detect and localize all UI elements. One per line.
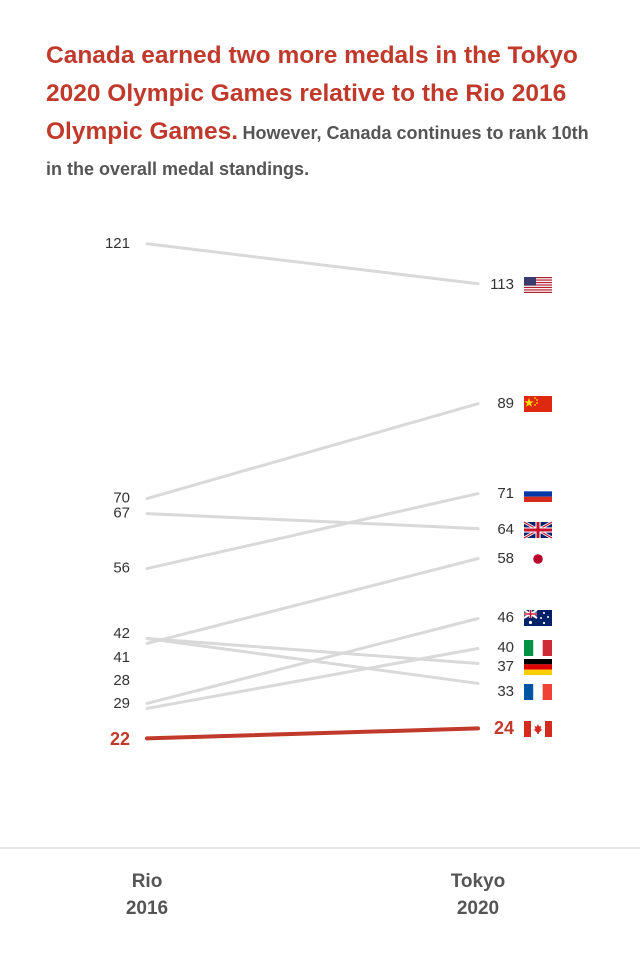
series-line — [145, 646, 480, 710]
canada-flag-icon — [524, 721, 552, 737]
right-value-label: 46 — [497, 609, 514, 626]
chart-title: Canada earned two more medals in the Tok… — [46, 38, 606, 188]
right-value-label: 64 — [497, 521, 514, 538]
right-value-label: 71 — [497, 485, 514, 502]
left-value-label: 42 — [113, 625, 130, 642]
left-value-label: 70 — [113, 490, 130, 507]
x-axis-label: Tokyo — [451, 871, 506, 892]
russia-flag-icon — [524, 486, 552, 502]
left-value-label: 28 — [113, 672, 130, 689]
italy-flag-icon — [524, 640, 552, 656]
x-axis-label: 2020 — [457, 898, 499, 919]
series-line — [145, 492, 480, 571]
series-line — [145, 242, 480, 286]
australia-flag-icon — [523, 609, 552, 626]
right-value-label: 37 — [497, 658, 514, 675]
left-value-label: 41 — [113, 649, 130, 666]
series-line — [145, 512, 480, 531]
series-line — [145, 726, 480, 741]
title-highlight: Canada earned two more medals in the Tok… — [46, 42, 578, 145]
right-value-label: 58 — [497, 550, 514, 567]
series-line — [145, 402, 480, 501]
left-value-label: 67 — [113, 505, 130, 522]
japan-flag-icon — [524, 551, 552, 567]
right-value-label: 89 — [497, 395, 514, 412]
left-value-label: 29 — [113, 695, 130, 712]
left-value-label: 22 — [110, 729, 130, 749]
germany-flag-icon — [524, 659, 552, 675]
title-rest: However, Canada continues to rank 10th i… — [46, 123, 589, 179]
right-value-label: 33 — [497, 683, 514, 700]
usa-flag-icon — [524, 277, 552, 293]
series-line — [145, 557, 480, 645]
x-axis-label: Rio — [132, 871, 163, 892]
right-value-label: 40 — [497, 639, 514, 656]
series-line — [145, 636, 480, 665]
left-value-label: 56 — [113, 560, 130, 577]
series-line — [145, 636, 480, 685]
right-value-label: 24 — [494, 718, 514, 738]
china-flag-icon — [524, 396, 552, 412]
left-value-label: 121 — [105, 235, 130, 252]
right-value-label: 113 — [490, 276, 514, 293]
x-axis-label: 2016 — [126, 898, 168, 919]
uk-flag-icon — [523, 520, 553, 540]
france-flag-icon — [524, 684, 552, 700]
